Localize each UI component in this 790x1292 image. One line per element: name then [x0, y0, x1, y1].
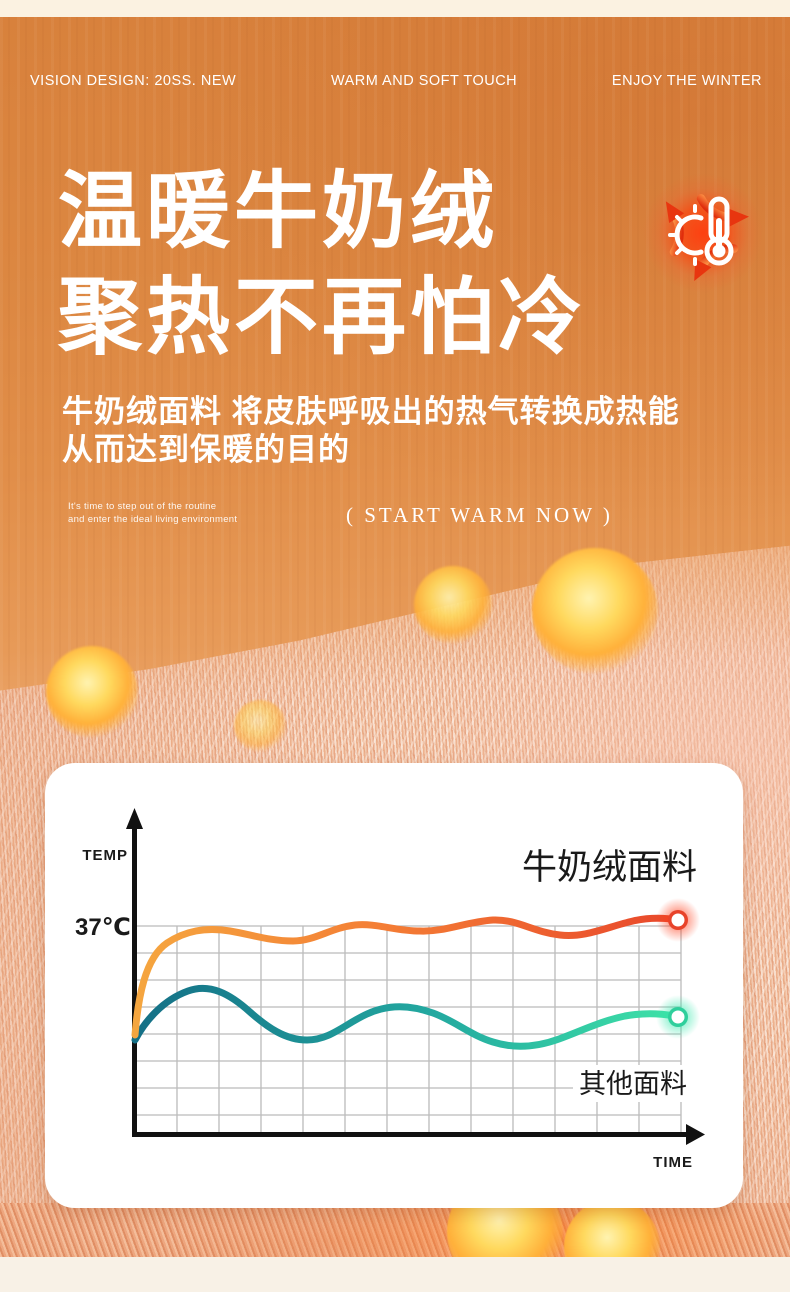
glow-orb-right — [532, 548, 658, 674]
sun-glyph — [668, 204, 704, 266]
temperature-line-chart: TEMP 37℃ 牛奶绒面料 其他面料 TIME — [75, 808, 705, 1171]
glow-orb-bottom-2 — [564, 1203, 660, 1257]
top-caption-row: VISION DESIGN: 20SS. NEW WARM AND SOFT T… — [30, 73, 762, 89]
glow-orb-bottom-1 — [447, 1203, 563, 1257]
headline-line1: 温暖牛奶绒 — [58, 166, 499, 259]
glow-orb-small — [234, 700, 286, 752]
temperature-chart-card: TEMP 37℃ 牛奶绒面料 其他面料 TIME — [45, 763, 743, 1208]
glow-orb-middle — [414, 566, 492, 644]
series-other-fabric-line — [131, 984, 682, 1050]
legend-other-fabric: 其他面料 — [579, 1069, 687, 1099]
caption-right: ENJOY THE WINTER — [611, 73, 762, 89]
legend-milk-velvet: 牛奶绒面料 — [522, 848, 697, 887]
headline-line2: 聚热不再怕冷 — [58, 272, 587, 365]
x-axis-label: TIME — [653, 1154, 693, 1171]
y-tick-37c: 37℃ — [75, 914, 131, 941]
milk-endpoint-marker — [656, 898, 700, 942]
bottom-cream-strip — [0, 1257, 790, 1292]
thermometer-cycle-icon — [643, 173, 763, 293]
subheadline-line2: 从而达到保暖的目的 — [62, 431, 350, 467]
english-note-line1: It's time to step out of the routine — [68, 501, 217, 512]
start-warm-now-label: ( START WARM NOW ) — [346, 503, 613, 527]
other-endpoint-marker — [656, 995, 700, 1039]
y-axis-label: TEMP — [82, 847, 128, 864]
subheadline: 牛奶绒面料 将皮肤呼吸出的热气转换成热能 从而达到保暖的目的 — [62, 393, 680, 468]
legend-other-bg — [573, 1065, 695, 1102]
chart-axes — [126, 808, 705, 1145]
glow-orb-left — [46, 646, 138, 738]
english-note: It's time to step out of the routine and… — [68, 501, 237, 526]
series-milk-velvet-line — [131, 914, 682, 1039]
caption-center: WARM AND SOFT TOUCH — [330, 73, 518, 89]
caption-left: VISION DESIGN: 20SS. NEW — [30, 73, 237, 89]
bottom-fiber-band — [0, 1203, 790, 1257]
subheadline-line1: 牛奶绒面料 将皮肤呼吸出的热气转换成热能 — [62, 394, 680, 429]
thermometer-glyph — [704, 196, 734, 266]
chart-grid — [135, 925, 682, 1134]
main-headline: 温暖牛奶绒 聚热不再怕冷 — [58, 160, 586, 372]
english-note-line2: and enter the ideal living environment — [68, 513, 238, 525]
